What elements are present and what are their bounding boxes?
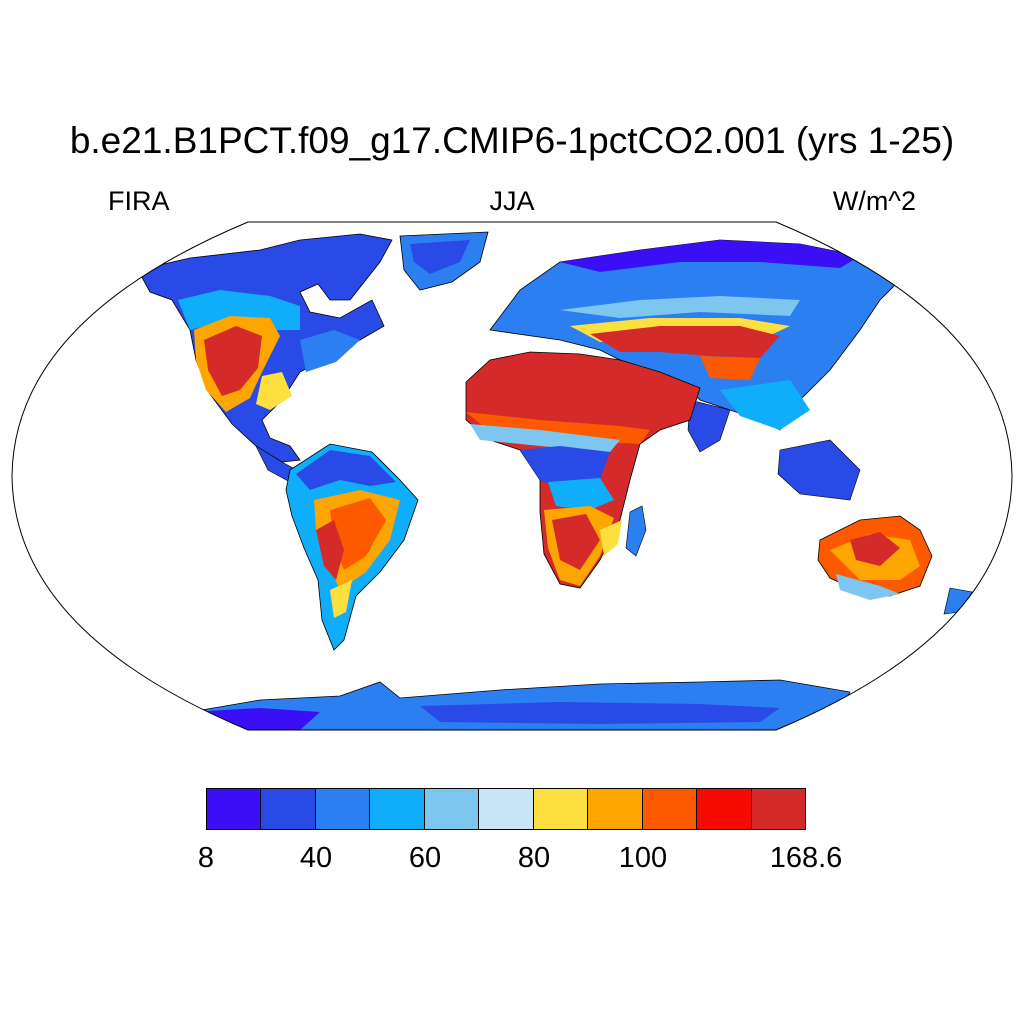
land-layer: [137, 231, 973, 730]
colorbar-tick-label: 60: [408, 842, 442, 874]
colorbar-box: [207, 789, 262, 829]
colorbar-box: [370, 789, 425, 829]
colorbar-tick-label: 8: [197, 842, 215, 874]
colorbar-box: [424, 789, 480, 829]
colorbar-box: [261, 789, 316, 829]
colorbar: [206, 788, 806, 830]
globe-outline: [11, 221, 1013, 731]
units-label: W/m^2: [832, 186, 916, 216]
variable-label: FIRA: [108, 186, 170, 216]
colorbar-tick-label: 40: [299, 842, 333, 874]
colorbar-box: [751, 789, 805, 829]
colorbar-tick-label: 100: [618, 842, 668, 874]
colorbar-box: [479, 789, 534, 829]
colorbar-box: [588, 789, 643, 829]
colorbar-box: [642, 789, 698, 829]
colorbar-tick-label: 168.6: [769, 842, 843, 874]
colorbar-box: [533, 789, 589, 829]
colorbar-box: [697, 789, 752, 829]
colorbar-box: [315, 789, 371, 829]
plot-title: b.e21.B1PCT.f09_g17.CMIP6-1pctCO2.001 (y…: [69, 120, 955, 161]
season-label: JJA: [489, 186, 535, 216]
colorbar-tick-label: 80: [517, 842, 551, 874]
